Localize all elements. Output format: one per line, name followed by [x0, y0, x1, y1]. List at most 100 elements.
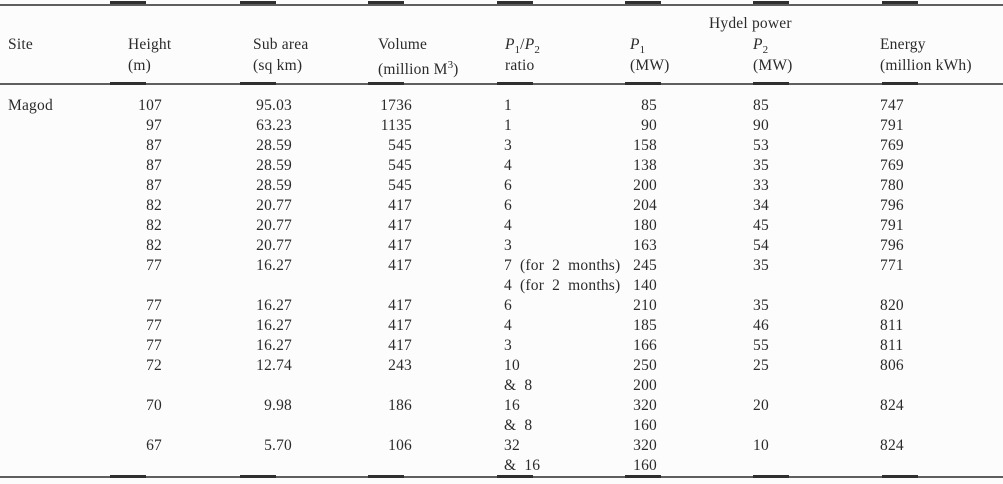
table-cell: 34 [753, 197, 769, 214]
table-cell: 320 [633, 437, 657, 454]
table-cell: 160 [633, 417, 657, 434]
table-cell: 87 [146, 177, 162, 194]
table-cell: 1736 [380, 97, 412, 114]
table-cell [0, 135, 120, 155]
table-row: 82 20.77 417 4 180 45 791 [0, 215, 1003, 235]
rule-tick-mark [753, 475, 789, 478]
table-cell: 769 [880, 137, 904, 154]
table-cell: 67 [146, 437, 162, 454]
table-cell: 1 [504, 117, 512, 134]
table-cell: 32 [504, 437, 520, 454]
table-cell [0, 275, 120, 295]
rule-tick-mark [497, 1, 533, 4]
table-cell: 16 [504, 397, 520, 414]
table-cell [0, 415, 120, 435]
table-cell [0, 115, 120, 135]
rule-tick-mark [882, 82, 918, 85]
table-cell: 796 [880, 197, 904, 214]
col-label: P1 [630, 36, 646, 57]
table-cell: 77 [146, 337, 162, 354]
table-cell [872, 275, 1003, 295]
table-cell: 210 [633, 297, 657, 314]
table-cell [0, 195, 120, 215]
table-cell: 7 (for 2 months) [504, 257, 621, 274]
table-cell [0, 355, 120, 375]
rule-tick-mark [368, 1, 404, 4]
table-cell: 16.27 [256, 257, 292, 274]
table-cell [245, 375, 370, 395]
table-cell: 250 [633, 357, 657, 374]
table-cell [245, 415, 370, 435]
table-cell: 3 [504, 237, 512, 254]
table-row: 77 16.27 417 7 (for 2 months) 245 35 771 [0, 255, 1003, 275]
table-cell: 20 [753, 397, 769, 414]
rule-tick-mark [110, 82, 146, 85]
table-cell: 10 [753, 437, 769, 454]
table-cell: 77 [146, 297, 162, 314]
table-cell [120, 375, 245, 395]
group-header-hydel-power: Hydel power [709, 15, 792, 32]
table-cell [245, 455, 370, 475]
table-row: 87 28.59 545 6 200 33 780 [0, 175, 1003, 195]
table-cell [370, 375, 497, 395]
table-cell: 796 [880, 237, 904, 254]
table-row: 4 (for 2 months) 140 [0, 275, 1003, 295]
col-header-p1: P1 (MW) [622, 0, 745, 84]
table-cell [370, 415, 497, 435]
col-label: Height [128, 36, 172, 53]
table-cell: 200 [633, 177, 657, 194]
col-unit: (million kWh) [880, 57, 972, 74]
rule-tick-mark [753, 82, 789, 85]
table-cell: 417 [388, 217, 412, 234]
rule-tick-mark [240, 1, 276, 4]
table-row: 67 5.70 106 32 320 10 824 [0, 435, 1003, 455]
table-cell [0, 235, 120, 255]
table-cell: 186 [388, 397, 412, 414]
table-cell: 204 [633, 197, 657, 214]
table-cell: 77 [146, 317, 162, 334]
col-header-volume: Volume (million M3) [370, 0, 497, 84]
table-cell: 1 [504, 97, 512, 114]
table-cell: 87 [146, 157, 162, 174]
table-cell: 158 [633, 137, 657, 154]
table-row: 77 16.27 417 6 210 35 820 [0, 295, 1003, 315]
table-cell: 824 [880, 437, 904, 454]
rule-tick-mark [497, 475, 533, 478]
table-cell [0, 155, 120, 175]
table-cell: 28.59 [256, 137, 292, 154]
table-cell: 811 [880, 337, 904, 354]
table-cell: 97 [146, 117, 162, 134]
rule-tick-mark [368, 82, 404, 85]
col-label: P1/P2 [505, 36, 540, 57]
col-header-p1-p2-ratio: P1/P2 ratio [497, 0, 622, 84]
table-cell: 138 [633, 157, 657, 174]
table-cell: 417 [388, 237, 412, 254]
col-unit: (sq km) [253, 57, 303, 74]
table-cell: 747 [880, 97, 904, 114]
table-cell [370, 455, 497, 475]
table-cell: 35 [753, 297, 769, 314]
table-cell: 820 [880, 297, 904, 314]
rule-tick-mark [240, 475, 276, 478]
table-cell [745, 375, 872, 395]
table-cell: 243 [388, 357, 412, 374]
table-cell: 417 [388, 197, 412, 214]
table-cell: 545 [388, 157, 412, 174]
table-cell: 180 [633, 217, 657, 234]
col-header-energy: Energy (million kWh) [872, 0, 1003, 84]
table-cell [120, 415, 245, 435]
table-cell: 811 [880, 317, 904, 334]
table-cell: 12.74 [256, 357, 292, 374]
table-cell [0, 215, 120, 235]
table-cell: 771 [880, 257, 904, 274]
table-cell: 824 [880, 397, 904, 414]
table-cell: 106 [388, 437, 412, 454]
table-cell: 791 [880, 117, 904, 134]
table-row: 87 28.59 545 4 138 35 769 [0, 155, 1003, 175]
table-cell [0, 375, 120, 395]
table-header: Site Height (m) Sub area (sq km) Volume … [0, 0, 1003, 84]
table-cell: 417 [388, 337, 412, 354]
table-cell: 20.77 [256, 237, 292, 254]
table-cell: 3 [504, 337, 512, 354]
